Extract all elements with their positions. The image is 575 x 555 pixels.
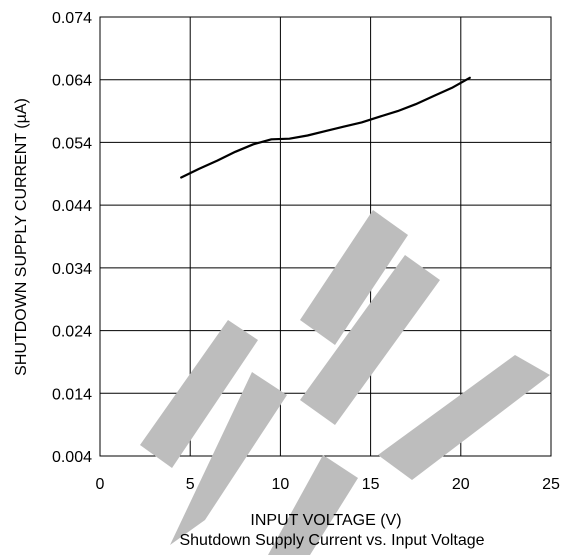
- y-tick-label: 0.024: [52, 324, 92, 341]
- x-axis-label: INPUT VOLTAGE (V): [250, 512, 401, 529]
- x-tick-label: 5: [186, 476, 195, 493]
- watermark-stroke: [300, 255, 440, 425]
- y-tick-label: 0.004: [52, 449, 92, 466]
- y-tick-label: 0.064: [52, 73, 92, 90]
- x-tick-labels: 0 5 10 15 20 25: [96, 476, 560, 493]
- watermark-stroke: [268, 455, 358, 555]
- y-tick-label: 0.074: [52, 10, 92, 27]
- plot-frame: [99, 16, 552, 457]
- series-group: [180, 76, 471, 179]
- x-tick-label: 10: [272, 476, 290, 493]
- y-tick-label: 0.034: [52, 261, 92, 278]
- x-tick-label: 20: [452, 476, 470, 493]
- watermark-stroke: [378, 355, 550, 480]
- x-tick-label: 15: [362, 476, 380, 493]
- watermark-stroke: [170, 372, 287, 545]
- y-axis-label: SHUTDOWN SUPPLY CURRENT (µA): [13, 98, 30, 376]
- watermark: [75, 210, 550, 555]
- x-tick-label: 0: [96, 476, 105, 493]
- y-tick-label: 0.054: [52, 135, 92, 152]
- y-tick-label: 0.014: [52, 386, 92, 403]
- chart-caption: Shutdown Supply Current vs. Input Voltag…: [179, 532, 484, 549]
- x-tick-label: 25: [542, 476, 560, 493]
- watermark-stroke: [300, 210, 408, 345]
- y-tick-label: 0.044: [52, 198, 92, 215]
- watermark-stroke: [140, 320, 258, 468]
- watermark-stroke: [75, 485, 113, 545]
- series-line: [180, 76, 471, 179]
- y-tick-labels: 0.004 0.014 0.024 0.034 0.044 0.054 0.064 0.074: [52, 10, 92, 466]
